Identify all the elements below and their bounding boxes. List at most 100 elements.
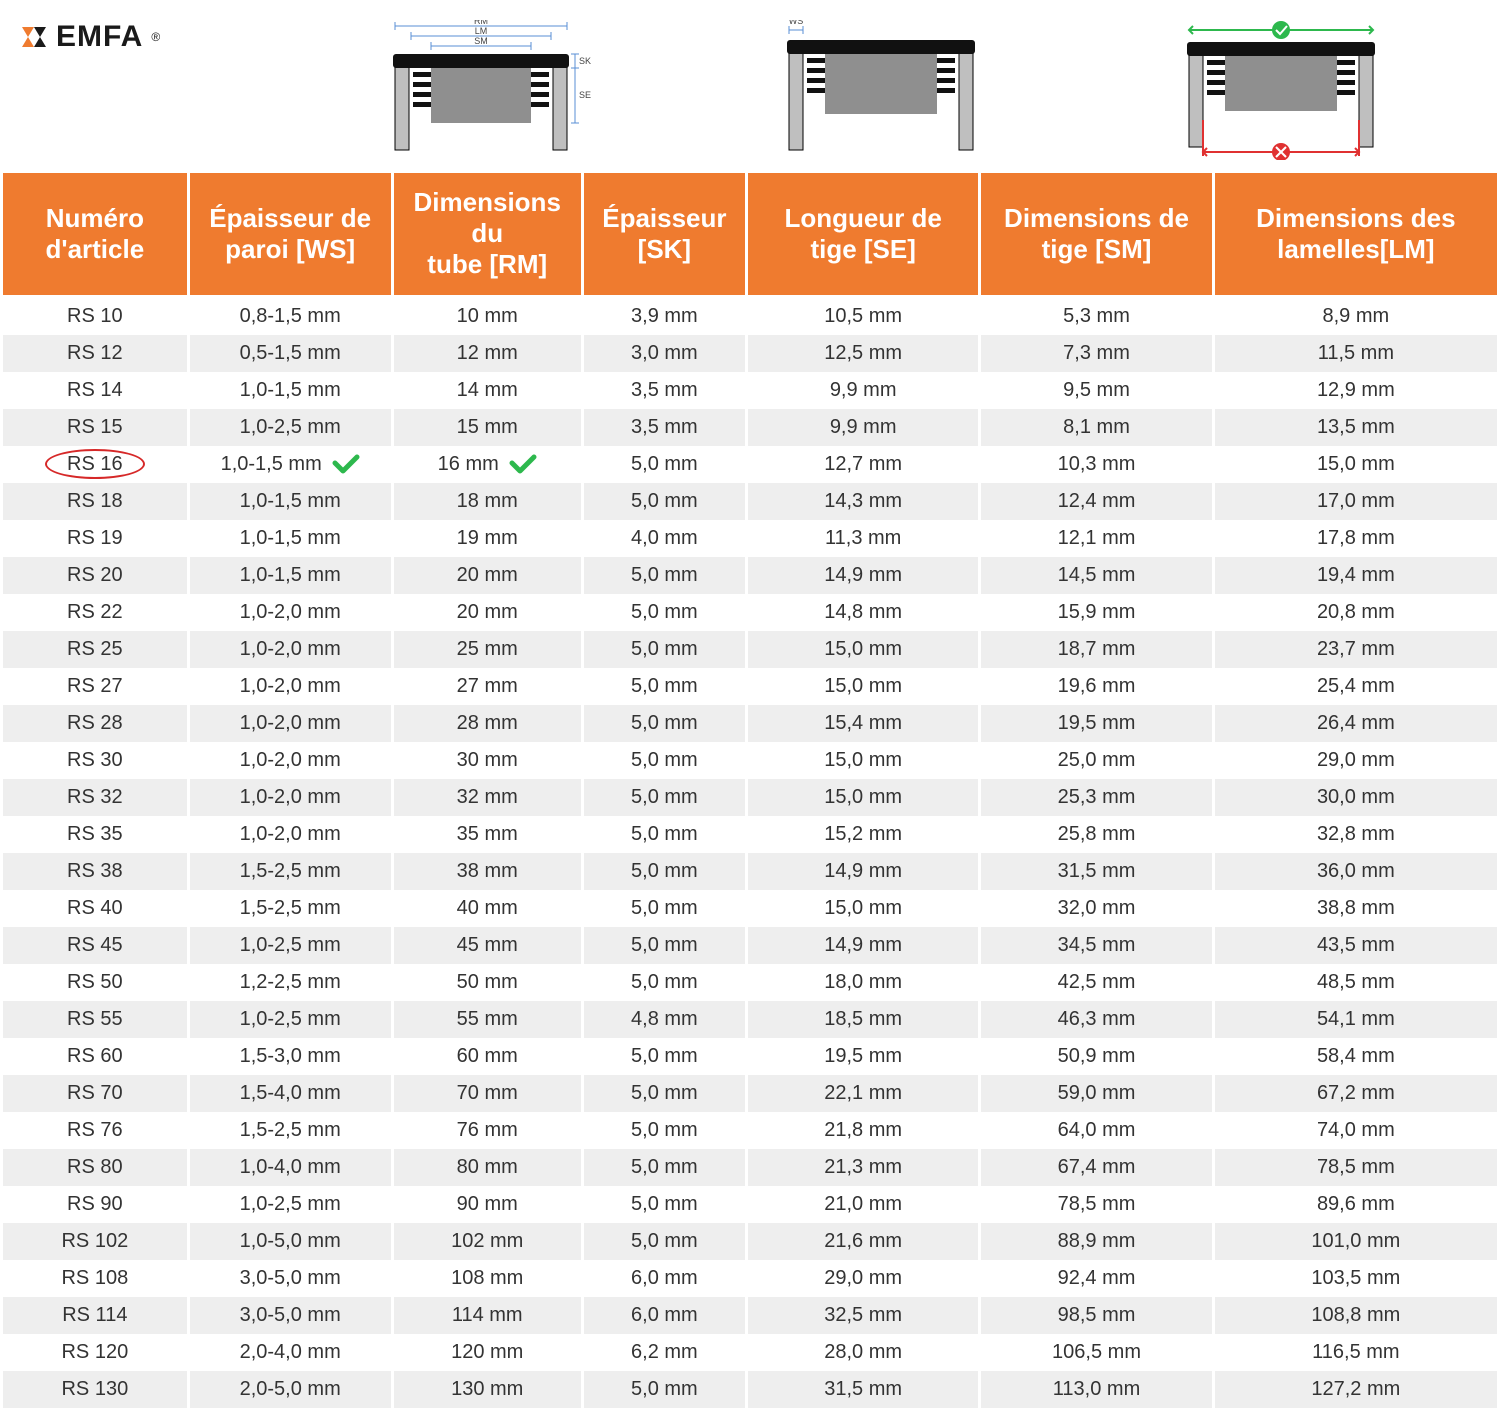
column-header: Dimensions detige [SM] — [980, 172, 1213, 297]
table-cell: 9,9 mm — [746, 372, 979, 409]
table-cell: 5,0 mm — [582, 890, 746, 927]
table-cell: 14,3 mm — [746, 483, 979, 520]
table-row: RS 551,0-2,5 mm55 mm4,8 mm18,5 mm46,3 mm… — [2, 1001, 1499, 1038]
table-cell: 78,5 mm — [1213, 1149, 1498, 1186]
check-icon — [332, 454, 360, 474]
table-cell: 19 mm — [392, 520, 582, 557]
table-cell: 20 mm — [392, 557, 582, 594]
table-cell: 5,0 mm — [582, 853, 746, 890]
diagrams-row: RM LM SM SK SE — [281, 20, 1480, 160]
table-cell: 74,0 mm — [1213, 1112, 1498, 1149]
table-cell: RS 80 — [2, 1149, 189, 1186]
table-cell: 32,0 mm — [980, 890, 1213, 927]
table-cell: 90 mm — [392, 1186, 582, 1223]
table-cell: 5,0 mm — [582, 779, 746, 816]
table-cell: 19,4 mm — [1213, 557, 1498, 594]
table-cell: 5,0 mm — [582, 631, 746, 668]
table-row: RS 351,0-2,0 mm35 mm5,0 mm15,2 mm25,8 mm… — [2, 816, 1499, 853]
table-row: RS 1143,0-5,0 mm114 mm6,0 mm32,5 mm98,5 … — [2, 1297, 1499, 1334]
highlight-ring — [45, 449, 145, 479]
table-cell: RS 40 — [2, 890, 189, 927]
table-cell: 26,4 mm — [1213, 705, 1498, 742]
table-body: RS 100,8-1,5 mm10 mm3,9 mm10,5 mm5,3 mm8… — [2, 296, 1499, 1408]
table-cell: RS 102 — [2, 1223, 189, 1260]
table-cell: 43,5 mm — [1213, 927, 1498, 964]
header: EMFA® — [0, 0, 1500, 170]
diagram-dimensions: RM LM SM SK SE — [371, 20, 591, 160]
table-cell: 1,0-2,0 mm — [188, 631, 392, 668]
table-cell: 32,5 mm — [746, 1297, 979, 1334]
table-cell: 5,0 mm — [582, 1038, 746, 1075]
table-cell: RS 120 — [2, 1334, 189, 1371]
table-cell: 21,8 mm — [746, 1112, 979, 1149]
table-header: Numérod'articleÉpaisseur deparoi [WS]Dim… — [2, 172, 1499, 297]
table-cell: 17,8 mm — [1213, 520, 1498, 557]
table-cell: 101,0 mm — [1213, 1223, 1498, 1260]
table-cell: RS 30 — [2, 742, 189, 779]
table-row: RS 141,0-1,5 mm14 mm3,5 mm9,9 mm9,5 mm12… — [2, 372, 1499, 409]
table-cell: 1,0-1,5 mm — [188, 483, 392, 520]
table-cell: 30 mm — [392, 742, 582, 779]
table-cell: 15,0 mm — [746, 890, 979, 927]
table-row: RS 701,5-4,0 mm70 mm5,0 mm22,1 mm59,0 mm… — [2, 1075, 1499, 1112]
svg-text:SM: SM — [474, 36, 488, 46]
table-cell: 80 mm — [392, 1149, 582, 1186]
table-cell: 64,0 mm — [980, 1112, 1213, 1149]
table-cell: 1,0-2,5 mm — [188, 1186, 392, 1223]
table-cell: 114 mm — [392, 1297, 582, 1334]
table-row: RS 221,0-2,0 mm20 mm5,0 mm14,8 mm15,9 mm… — [2, 594, 1499, 631]
table-cell: 14,9 mm — [746, 557, 979, 594]
table-row: RS 381,5-2,5 mm38 mm5,0 mm14,9 mm31,5 mm… — [2, 853, 1499, 890]
table-cell: 25,8 mm — [980, 816, 1213, 853]
table-cell: 130 mm — [392, 1371, 582, 1408]
table-cell: 14,9 mm — [746, 927, 979, 964]
table-cell: RS 15 — [2, 409, 189, 446]
table-cell: RS 14 — [2, 372, 189, 409]
table-cell: 1,0-2,0 mm — [188, 594, 392, 631]
column-header: Dimensions deslamelles[LM] — [1213, 172, 1498, 297]
table-cell: 5,0 mm — [582, 594, 746, 631]
table-cell: 7,3 mm — [980, 335, 1213, 372]
brand-reg: ® — [151, 30, 161, 44]
table-cell: 1,5-4,0 mm — [188, 1075, 392, 1112]
check-icon — [509, 454, 537, 474]
table-cell: RS 114 — [2, 1297, 189, 1334]
table-cell: 14,8 mm — [746, 594, 979, 631]
table-cell: 14 mm — [392, 372, 582, 409]
table-cell: 6,0 mm — [582, 1297, 746, 1334]
table-cell: 55 mm — [392, 1001, 582, 1038]
table-cell: 6,0 mm — [582, 1260, 746, 1297]
table-cell: 11,5 mm — [1213, 335, 1498, 372]
table-cell: 5,0 mm — [582, 1149, 746, 1186]
table-cell: 3,5 mm — [582, 409, 746, 446]
table-cell: 3,5 mm — [582, 372, 746, 409]
table-cell: RS 16 — [2, 446, 189, 483]
table-row: RS 1083,0-5,0 mm108 mm6,0 mm29,0 mm92,4 … — [2, 1260, 1499, 1297]
table-cell: 1,5-2,5 mm — [188, 1112, 392, 1149]
table-cell: 28,0 mm — [746, 1334, 979, 1371]
table-cell: 6,2 mm — [582, 1334, 746, 1371]
svg-text:LM: LM — [474, 26, 487, 36]
table-cell: 1,5-2,5 mm — [188, 853, 392, 890]
table-cell: 8,9 mm — [1213, 296, 1498, 335]
column-header: Longueur detige [SE] — [746, 172, 979, 297]
table-cell: 15 mm — [392, 409, 582, 446]
table-cell: 16 mm — [392, 446, 582, 483]
table-cell: 59,0 mm — [980, 1075, 1213, 1112]
table-cell: 15,0 mm — [746, 779, 979, 816]
table-cell: 1,0-4,0 mm — [188, 1149, 392, 1186]
table-cell: RS 35 — [2, 816, 189, 853]
svg-text:SK: SK — [579, 56, 591, 66]
table-cell: 23,7 mm — [1213, 631, 1498, 668]
table-row: RS 201,0-1,5 mm20 mm5,0 mm14,9 mm14,5 mm… — [2, 557, 1499, 594]
table-cell: 1,0-1,5 mm — [188, 446, 392, 483]
table-cell: 5,3 mm — [980, 296, 1213, 335]
table-cell: 12,7 mm — [746, 446, 979, 483]
table-cell: 18,0 mm — [746, 964, 979, 1001]
table-cell: 1,0-2,0 mm — [188, 705, 392, 742]
table-cell: 25,3 mm — [980, 779, 1213, 816]
table-cell: 1,0-2,0 mm — [188, 668, 392, 705]
table-cell: 108 mm — [392, 1260, 582, 1297]
table-row: RS 271,0-2,0 mm27 mm5,0 mm15,0 mm19,6 mm… — [2, 668, 1499, 705]
table-cell: 15,9 mm — [980, 594, 1213, 631]
